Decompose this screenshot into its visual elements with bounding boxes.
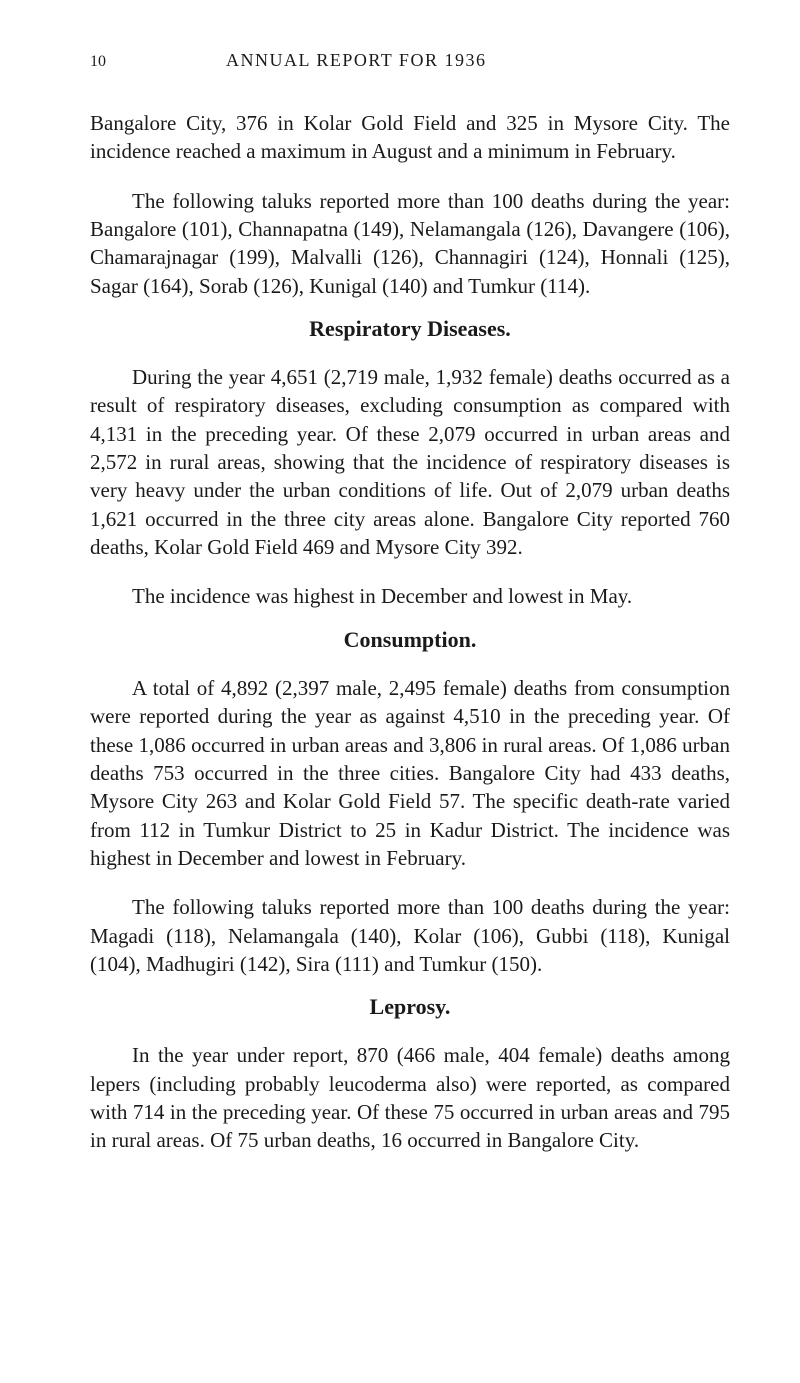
page-number: 10 <box>90 53 106 71</box>
leprosy-heading: Leprosy. <box>90 994 730 1020</box>
intro-paragraph-2: The following taluks reported more than … <box>90 187 730 300</box>
respiratory-paragraph-1: During the year 4,651 (2,719 male, 1,932… <box>90 363 730 561</box>
page-title: ANNUAL REPORT FOR 1936 <box>226 50 486 71</box>
page-header: 10 ANNUAL REPORT FOR 1936 <box>90 50 730 71</box>
respiratory-heading: Respiratory Diseases. <box>90 316 730 342</box>
consumption-heading: Consumption. <box>90 627 730 653</box>
document-page: 10 ANNUAL REPORT FOR 1936 Bangalore City… <box>0 0 800 1231</box>
intro-paragraph-1: Bangalore City, 376 in Kolar Gold Field … <box>90 109 730 166</box>
leprosy-paragraph-1: In the year under report, 870 (466 male,… <box>90 1041 730 1154</box>
respiratory-paragraph-2: The incidence was highest in December an… <box>90 582 730 610</box>
consumption-paragraph-2: The following taluks reported more than … <box>90 893 730 978</box>
consumption-paragraph-1: A total of 4,892 (2,397 male, 2,495 fema… <box>90 674 730 872</box>
